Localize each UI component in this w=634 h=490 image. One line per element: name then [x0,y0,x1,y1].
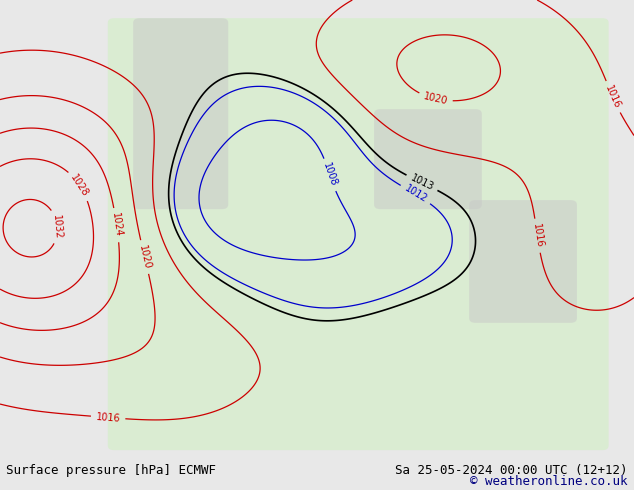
Text: 1028: 1028 [68,172,91,198]
Text: 1013: 1013 [409,173,435,193]
Text: 1008: 1008 [321,162,339,188]
FancyBboxPatch shape [133,18,228,209]
Text: 1024: 1024 [110,212,124,238]
FancyBboxPatch shape [108,18,609,450]
Text: 1016: 1016 [604,84,623,110]
Text: 1020: 1020 [137,244,152,270]
Text: © weatheronline.co.uk: © weatheronline.co.uk [470,475,628,488]
Text: 1020: 1020 [422,91,449,106]
Text: Surface pressure [hPa] ECMWF: Surface pressure [hPa] ECMWF [6,464,216,477]
Text: 1016: 1016 [531,223,544,248]
Text: 1032: 1032 [51,214,63,239]
FancyBboxPatch shape [469,200,577,323]
FancyBboxPatch shape [374,109,482,209]
Text: 1012: 1012 [403,184,429,205]
Text: 1016: 1016 [96,412,120,423]
Text: Sa 25-05-2024 00:00 UTC (12+12): Sa 25-05-2024 00:00 UTC (12+12) [395,464,628,477]
